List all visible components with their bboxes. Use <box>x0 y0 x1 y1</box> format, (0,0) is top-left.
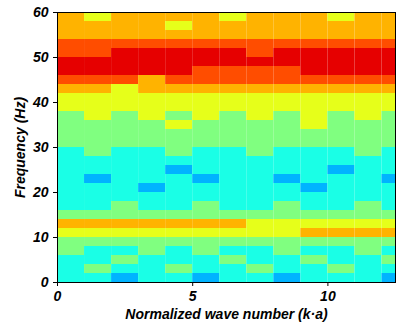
svg-text:50: 50 <box>33 49 49 65</box>
svg-text:60: 60 <box>33 4 49 20</box>
svg-text:Frequency (Hz): Frequency (Hz) <box>12 97 28 198</box>
svg-text:10: 10 <box>33 229 49 245</box>
svg-text:30: 30 <box>33 139 49 155</box>
svg-text:20: 20 <box>32 184 49 200</box>
svg-text:10: 10 <box>320 288 336 304</box>
svg-text:0: 0 <box>54 288 62 304</box>
svg-text:40: 40 <box>32 94 49 110</box>
svg-text:0: 0 <box>41 274 49 290</box>
svg-text:Normalized wave number (k·a): Normalized wave number (k·a) <box>125 306 328 322</box>
svg-text:5: 5 <box>189 288 197 304</box>
